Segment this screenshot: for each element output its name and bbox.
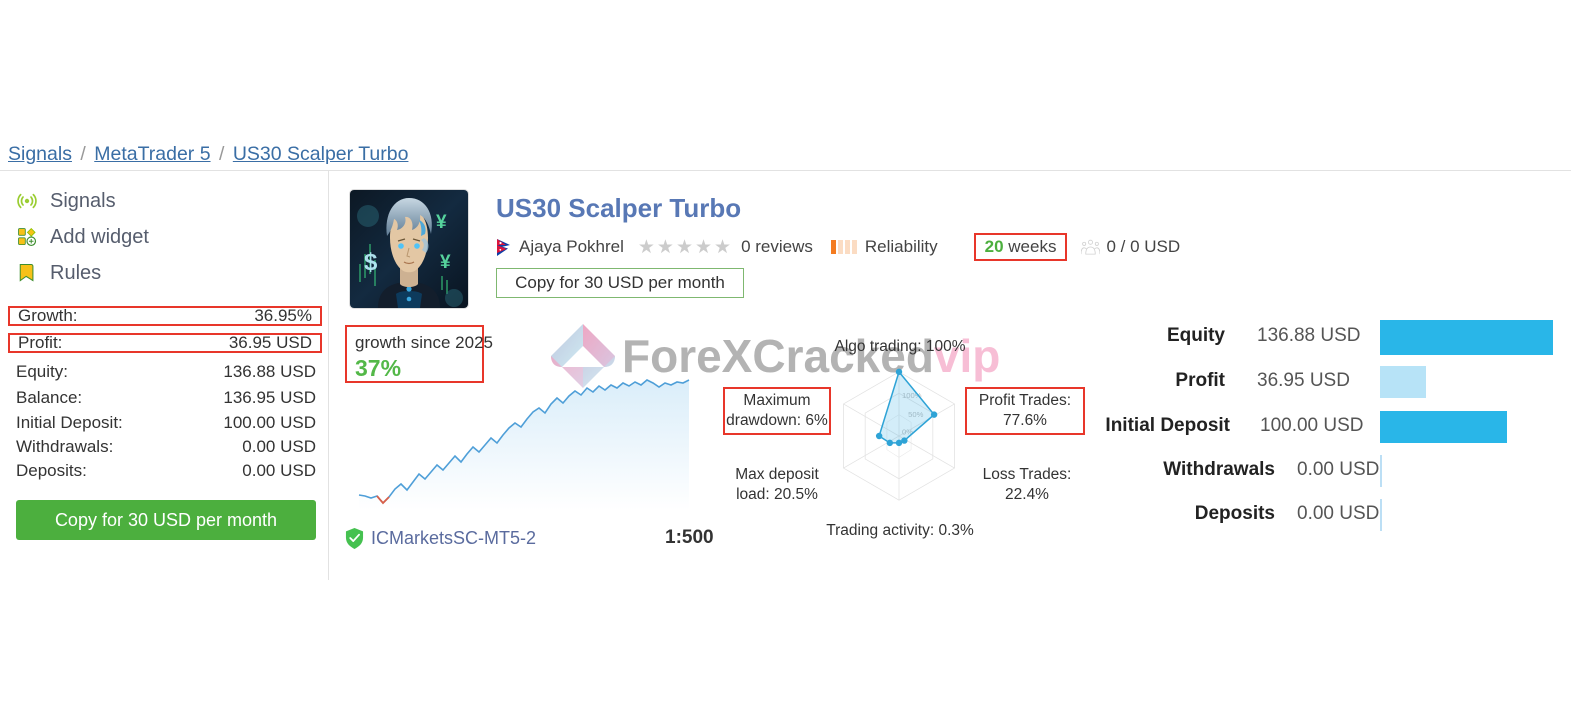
svg-text:¥: ¥ bbox=[436, 212, 447, 233]
svg-text:¥: ¥ bbox=[440, 252, 451, 273]
svg-text:$: $ bbox=[364, 249, 378, 276]
